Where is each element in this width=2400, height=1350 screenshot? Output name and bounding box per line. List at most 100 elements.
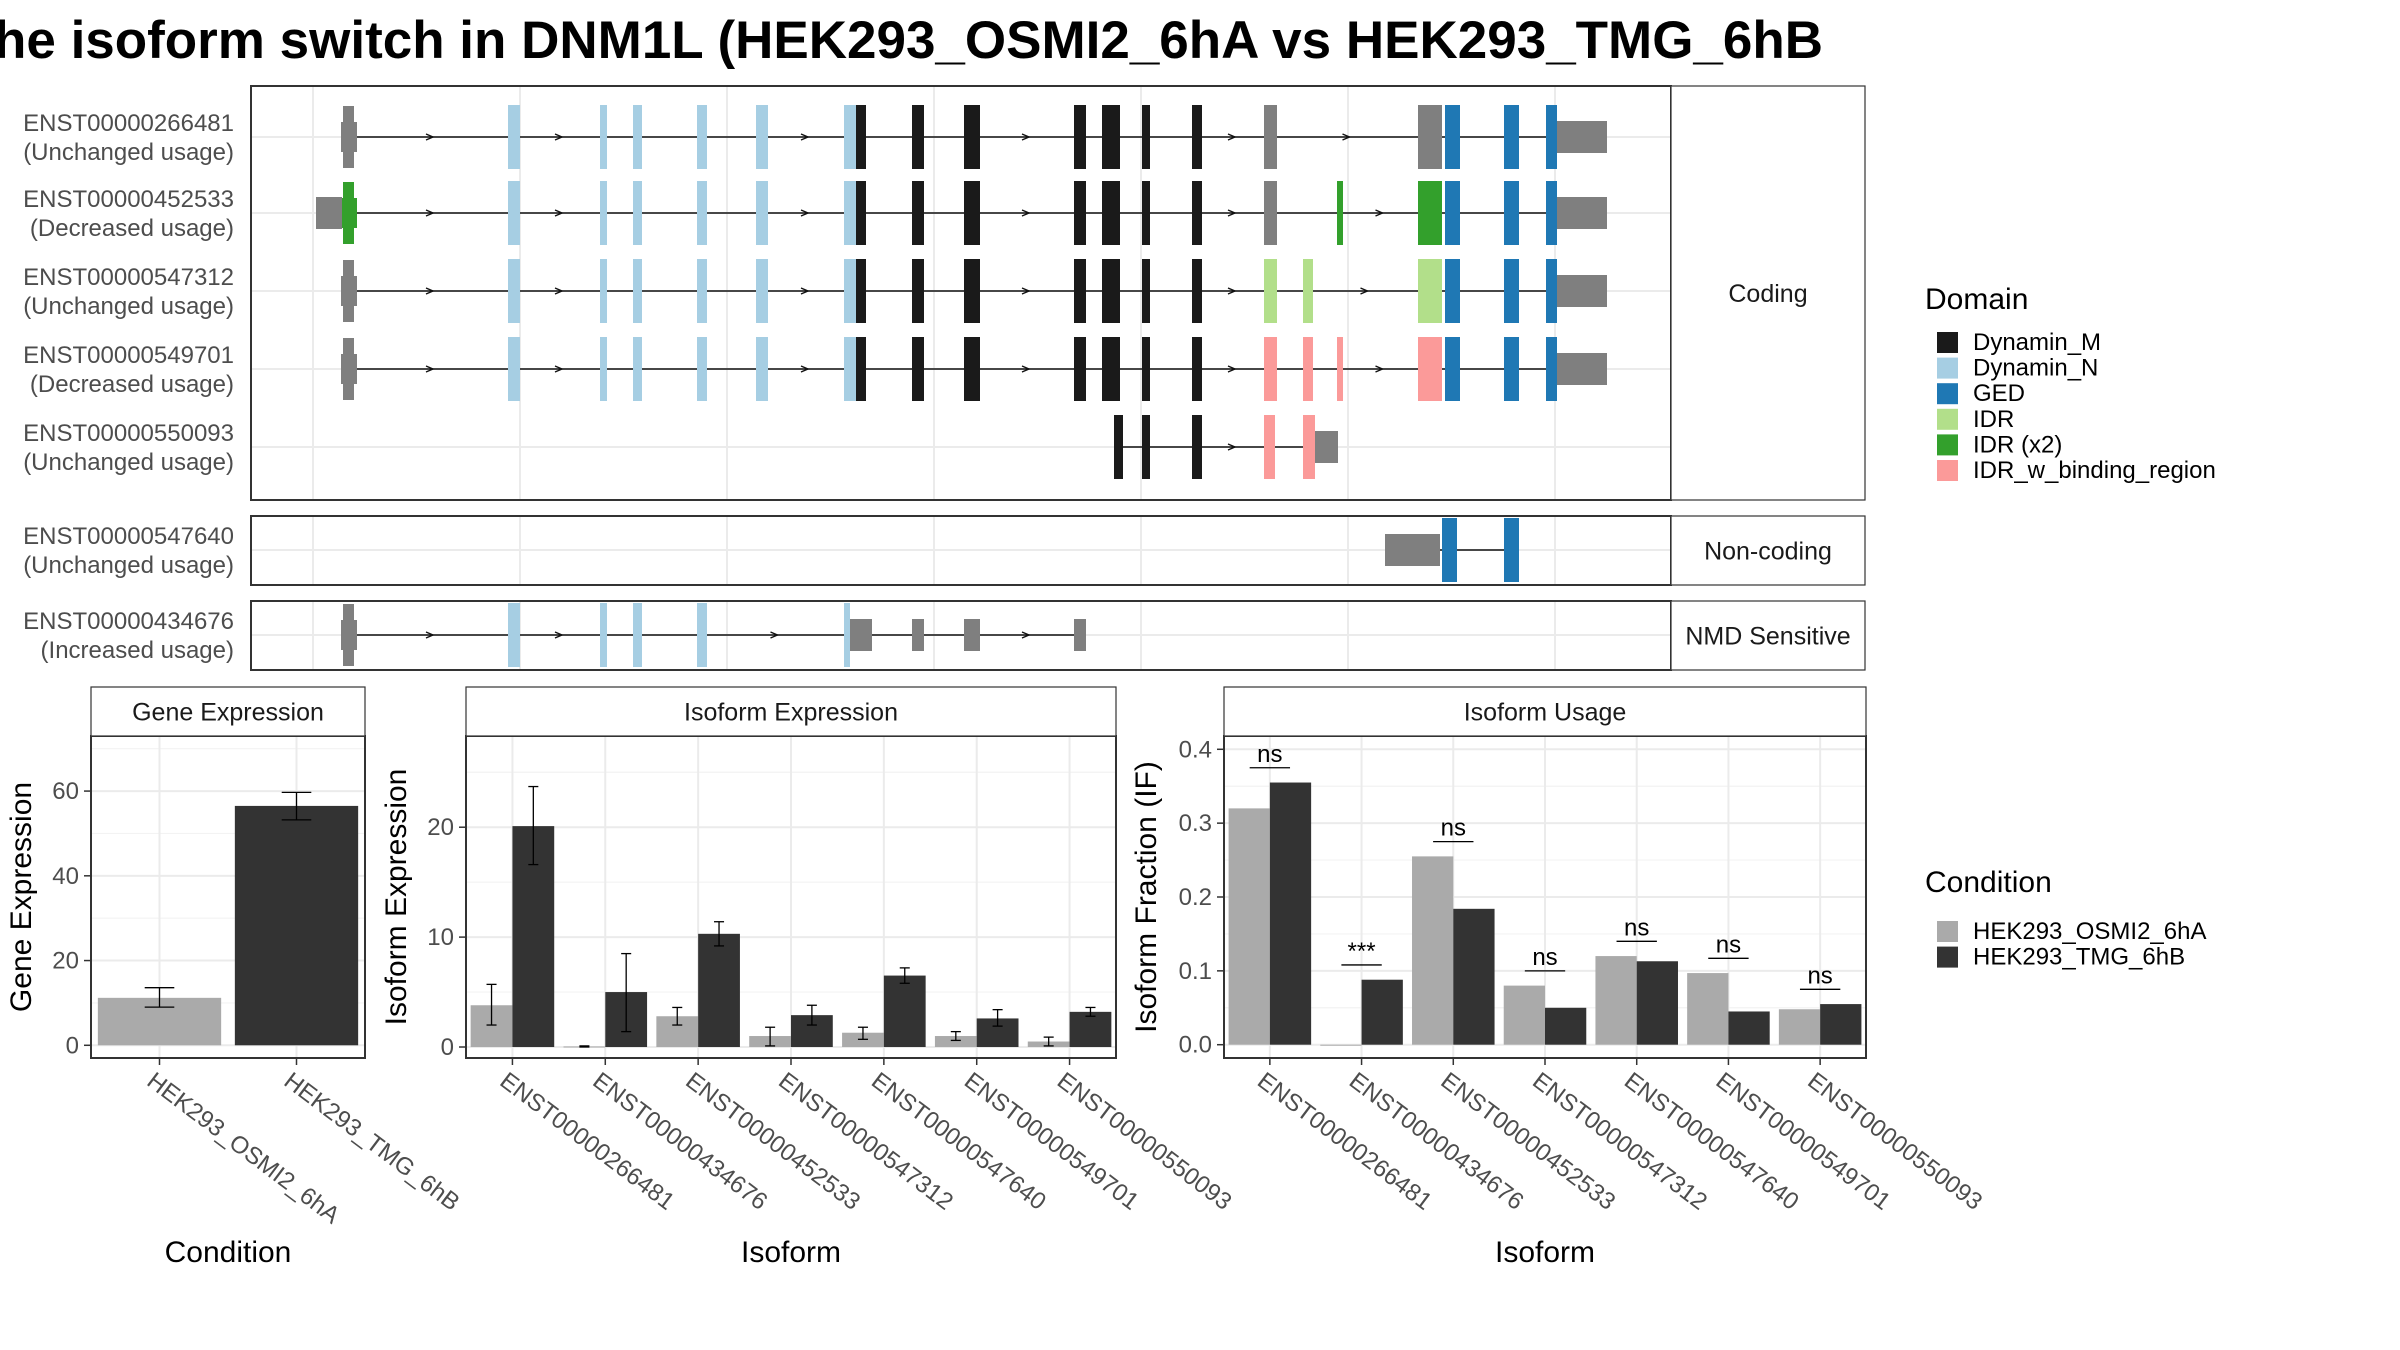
exon-block (343, 182, 354, 244)
transcript-row: ENST00000547640(Unchanged usage) (23, 518, 1519, 582)
y-tick-label: 40 (52, 863, 79, 890)
facet-strip (1223, 686, 1867, 737)
chart-title: Gene Expression (132, 699, 324, 727)
facet-strip (1670, 600, 1866, 671)
transcript-id-label: ENST00000547640 (23, 523, 234, 550)
y-tick-label: 0.1 (1179, 958, 1212, 985)
transcript-id-label: ENST00000452533 (23, 186, 234, 213)
exon-block (964, 337, 980, 401)
exon-block (964, 181, 980, 245)
exon-block (600, 105, 607, 169)
exon-block (1074, 181, 1086, 245)
intron-arrow (1227, 365, 1237, 373)
exon-block (1264, 259, 1277, 323)
legend-label: HEK293_OSMI2_6hA (1973, 918, 2206, 945)
intron-arrow (554, 209, 564, 217)
x-tick-label: ENST00000549701 (959, 1067, 1144, 1215)
facet-strip-label: Coding (1728, 280, 1807, 308)
y-axis-label: Gene Expression (5, 782, 38, 1012)
exon-block (508, 337, 520, 401)
transcript-row: ENST00000547312(Unchanged usage) (23, 259, 1607, 323)
exon-block (1102, 259, 1120, 323)
intron-arrow (800, 209, 810, 217)
exon-block (343, 604, 354, 666)
intron-arrow (1227, 209, 1237, 217)
intron-arrow (800, 133, 810, 141)
significance-label: *** (1348, 938, 1376, 965)
exon-block (1142, 259, 1150, 323)
exon-block (844, 181, 856, 245)
exon-block (1504, 518, 1519, 582)
intron-arrow (1342, 133, 1352, 141)
exon-block (1192, 105, 1202, 169)
transcript-usage-label: (Unchanged usage) (23, 449, 234, 476)
y-tick-label: 0.2 (1179, 884, 1212, 911)
exon-block (1385, 534, 1440, 566)
exon-block (1074, 337, 1086, 401)
legend-label: HEK293_TMG_6hB (1973, 944, 2185, 971)
transcript-structure-panel: ENST00000266481(Unchanged usage)ENST0000… (23, 85, 1866, 671)
exon-block (1192, 181, 1202, 245)
transcript-id-label: ENST00000266481 (23, 110, 234, 137)
exon-block (600, 181, 607, 245)
exon-block (856, 337, 866, 401)
legend-key-idr-w-binding-region (1937, 460, 1958, 481)
isoform-expression-chart: Isoform Expression 0 10 20 ENST00000266481 EN… (380, 686, 1237, 1269)
significance-label: ns (1807, 962, 1832, 989)
structure-group-0: ENST00000266481(Unchanged usage)ENST0000… (23, 85, 1866, 501)
exon-block (1557, 197, 1607, 229)
legend-label: IDR (x2) (1973, 431, 2062, 458)
transcript-usage-label: (Unchanged usage) (23, 139, 234, 166)
intron-arrow (1227, 443, 1237, 451)
exon-block (1418, 337, 1442, 401)
transcript-usage-label: (Unchanged usage) (23, 293, 234, 320)
exon-block (850, 619, 872, 651)
significance-label: ns (1624, 914, 1649, 941)
legend-key-condition (1937, 921, 1958, 942)
figure-title: he isoform switch in DNM1L (HEK293_OSMI2… (0, 11, 1823, 70)
transcript-row: ENST00000549701(Decreased usage) (23, 337, 1607, 401)
exon-block (1445, 105, 1460, 169)
exon-block (1102, 105, 1120, 169)
exon-block (1557, 353, 1607, 385)
exon-block (756, 181, 768, 245)
transcript-usage-label: (Increased usage) (41, 637, 234, 664)
exon-block (1192, 259, 1202, 323)
intron-arrow (425, 631, 435, 639)
exon-block (756, 105, 768, 169)
exon-block (1315, 431, 1338, 463)
exon-block (343, 338, 354, 400)
intron-arrow (1021, 287, 1031, 295)
exon-block (633, 181, 642, 245)
exon-block (1445, 181, 1460, 245)
legend-label: Dynamin_N (1973, 355, 2098, 382)
exon-block (964, 619, 980, 651)
y-tick-label: 0.3 (1179, 810, 1212, 837)
exon-block (964, 105, 980, 169)
exon-block (600, 259, 607, 323)
transcript-id-label: ENST00000549701 (23, 342, 234, 369)
exon-block (1418, 181, 1442, 245)
bar (1069, 1011, 1112, 1048)
intron-arrow (800, 287, 810, 295)
exon-block (1303, 415, 1315, 479)
exon-block (508, 603, 520, 667)
exon-block (856, 259, 866, 323)
transcript-row: ENST00000266481(Unchanged usage) (23, 105, 1607, 169)
exon-block (1142, 105, 1150, 169)
bar (1728, 1011, 1770, 1045)
legend-key-ged (1937, 383, 1958, 405)
intron-arrow (1021, 365, 1031, 373)
exon-block (1074, 619, 1086, 651)
x-tick-label: ENST00000266481 (495, 1067, 680, 1215)
bar (1820, 1004, 1862, 1045)
x-axis-label: Isoform (1495, 1236, 1595, 1269)
exon-block (1546, 337, 1557, 401)
transcript-row: ENST00000550093(Unchanged usage) (23, 415, 1338, 479)
bar (1453, 908, 1495, 1045)
intron-arrow (1021, 209, 1031, 217)
x-tick-label: ENST00000266481 (1252, 1067, 1437, 1215)
exon-block (1337, 181, 1343, 245)
exon-block (1074, 259, 1086, 323)
